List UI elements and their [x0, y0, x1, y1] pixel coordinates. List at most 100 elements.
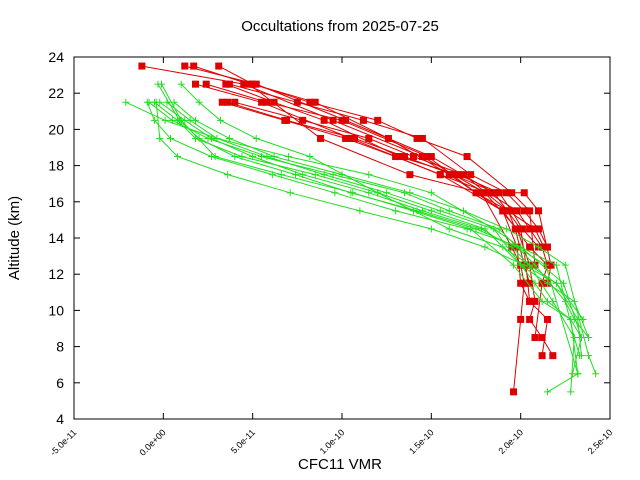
series-line-red-9	[222, 101, 548, 266]
data-point	[499, 207, 507, 215]
data-point	[138, 62, 146, 70]
data-point	[217, 116, 225, 124]
data-point	[190, 62, 198, 70]
data-point	[508, 189, 516, 197]
data-point	[538, 334, 546, 342]
data-point	[395, 153, 403, 161]
data-point	[224, 98, 232, 106]
data-point	[454, 171, 462, 179]
data-point	[511, 225, 519, 233]
data-point	[122, 98, 130, 106]
data-point	[504, 207, 512, 215]
data-point	[161, 116, 169, 124]
data-point	[258, 98, 266, 106]
data-point	[392, 207, 400, 215]
data-point	[492, 189, 500, 197]
data-point	[191, 80, 199, 88]
data-point	[359, 116, 367, 124]
data-point	[543, 388, 551, 396]
data-point	[531, 297, 539, 305]
data-point	[535, 243, 543, 251]
data-point	[320, 171, 328, 179]
data-point	[535, 207, 543, 215]
x-tick-label: 2.0e-10	[496, 427, 525, 456]
data-point	[152, 98, 160, 106]
data-point	[526, 225, 534, 233]
data-point	[356, 207, 364, 215]
data-point	[222, 80, 230, 88]
data-point	[365, 134, 373, 142]
series-line-red-5	[195, 83, 549, 338]
data-point	[177, 80, 185, 88]
data-point	[543, 315, 551, 323]
data-point	[413, 134, 421, 142]
y-tick-label: 8	[56, 339, 64, 355]
data-point	[526, 243, 534, 251]
data-point	[143, 98, 151, 106]
data-point	[472, 189, 480, 197]
data-point	[520, 279, 528, 287]
data-point	[329, 116, 337, 124]
data-point	[166, 134, 174, 142]
data-point	[311, 98, 319, 106]
data-point	[374, 116, 382, 124]
data-point	[517, 279, 525, 287]
data-point	[561, 261, 569, 269]
data-point	[526, 207, 534, 215]
data-point	[513, 207, 521, 215]
data-point	[383, 189, 391, 197]
data-point	[347, 134, 355, 142]
data-point	[459, 171, 467, 179]
data-point	[293, 98, 301, 106]
data-point	[286, 189, 294, 197]
data-point	[240, 80, 248, 88]
data-point	[445, 207, 453, 215]
data-point	[520, 207, 528, 215]
series-line-green-6	[173, 101, 597, 374]
chart-title: Occultations from 2025-07-25	[241, 18, 439, 35]
data-point	[445, 171, 453, 179]
data-point	[195, 134, 203, 142]
data-point	[158, 80, 166, 88]
data-point	[195, 98, 203, 106]
data-point	[542, 261, 550, 269]
data-point	[436, 171, 444, 179]
data-point	[547, 261, 555, 269]
data-point	[510, 261, 518, 269]
data-point	[299, 116, 307, 124]
series-layer	[122, 62, 600, 396]
data-point	[574, 315, 582, 323]
x-tick-label: 1.0e-10	[318, 427, 347, 456]
y-tick-label: 6	[56, 375, 64, 391]
data-point	[283, 116, 291, 124]
series-line-red-2	[184, 65, 549, 356]
data-point	[552, 279, 560, 287]
data-point	[517, 243, 525, 251]
data-point	[392, 153, 400, 161]
data-point	[585, 352, 593, 360]
y-tick-label: 20	[48, 121, 64, 137]
data-point	[292, 171, 300, 179]
data-point	[349, 189, 357, 197]
data-point	[331, 189, 339, 197]
data-point	[263, 98, 271, 106]
data-point	[306, 153, 314, 161]
data-point	[538, 352, 546, 360]
data-point	[543, 279, 551, 287]
y-tick-label: 14	[48, 230, 64, 246]
data-point	[543, 243, 551, 251]
data-point	[499, 243, 507, 251]
data-point	[181, 62, 189, 70]
data-point	[567, 315, 575, 323]
data-point	[485, 189, 493, 197]
data-point	[549, 352, 557, 360]
data-point	[520, 189, 528, 197]
data-point	[427, 153, 435, 161]
data-point	[436, 207, 444, 215]
data-point	[577, 334, 585, 342]
data-point	[427, 225, 435, 233]
data-point	[306, 98, 314, 106]
data-point	[540, 243, 548, 251]
data-point	[224, 171, 232, 179]
data-point	[284, 153, 292, 161]
